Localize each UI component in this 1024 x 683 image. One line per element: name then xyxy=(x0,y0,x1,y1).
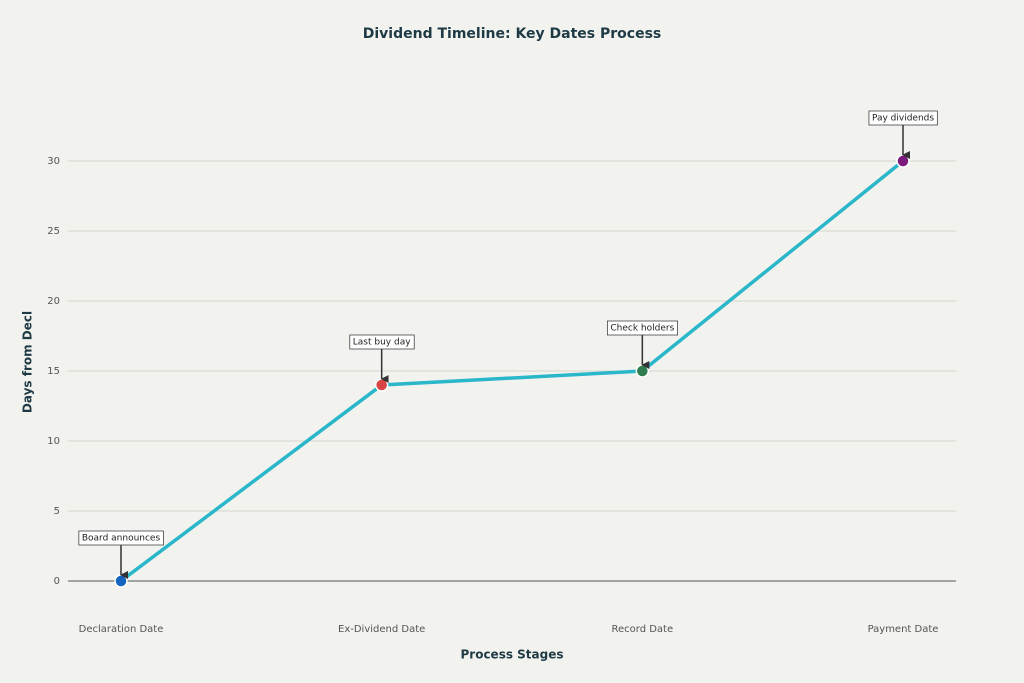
x-tick-label: Ex-Dividend Date xyxy=(338,624,425,635)
x-tick-label: Declaration Date xyxy=(79,624,164,635)
chart-title: Dividend Timeline: Key Dates Process xyxy=(363,26,662,42)
x-axis-title: Process Stages xyxy=(460,648,563,662)
y-axis-title: Days from Decl xyxy=(21,311,35,413)
x-tick-label: Payment Date xyxy=(868,624,939,635)
marker xyxy=(896,154,910,168)
y-tick-label: 10 xyxy=(47,436,60,447)
annotation: Pay dividends xyxy=(872,114,934,124)
annotation-box xyxy=(606,320,678,336)
annotation-box xyxy=(349,334,415,350)
annotation-box xyxy=(78,530,164,546)
annotation: Board announces xyxy=(82,534,161,544)
marker xyxy=(114,574,128,588)
y-tick-label: 15 xyxy=(47,366,60,377)
marker xyxy=(374,378,389,392)
marker xyxy=(635,364,650,378)
y-tick-label: 20 xyxy=(47,296,60,307)
y-tick-label: 0 xyxy=(54,576,60,587)
annotation-box xyxy=(868,110,938,126)
y-tick-label: 30 xyxy=(47,156,60,167)
y-tick-label: 5 xyxy=(54,506,60,517)
line xyxy=(119,159,905,583)
x-tick-label: Record Date xyxy=(612,624,674,635)
y-tick-label: 25 xyxy=(47,226,60,237)
annotation: Last buy day xyxy=(353,338,411,348)
annotation: Check holders xyxy=(610,324,674,334)
